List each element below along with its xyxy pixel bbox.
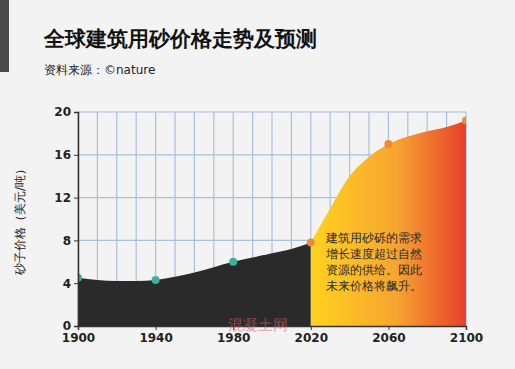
annotation-line: 建筑用砂砾的需求 [325, 231, 422, 245]
area [311, 121, 466, 326]
x-tick-mark [388, 326, 389, 330]
x-tick-mark [311, 326, 312, 330]
decor-strip [0, 0, 9, 72]
y-tick-label: 12 [54, 191, 71, 205]
chart: 全球建筑用砂价格走势及预测资料来源：©nature190019401980202… [0, 0, 515, 369]
plot-area [78, 117, 466, 326]
y-tick-mark [74, 240, 78, 241]
y-axis: 0 4 8 12 16 20 [54, 105, 78, 333]
annotation-line: 增长速度超过自然 [325, 247, 422, 261]
y-tick-mark [74, 155, 78, 156]
annotation-line: 未来价格将飙升。 [326, 279, 422, 293]
y-tick-label: 16 [54, 148, 71, 162]
x-tick: 1940 [139, 326, 172, 345]
y-tick: 8 [63, 234, 78, 248]
grid [78, 112, 466, 326]
y-tick: 4 [63, 277, 78, 291]
x-tick-label: 2100 [450, 331, 483, 345]
x-tick: 2100 [450, 326, 483, 345]
marker [307, 239, 315, 247]
subtitle: 资料来源：©nature [44, 63, 155, 77]
area [78, 243, 311, 326]
x-tick-mark [156, 326, 157, 330]
y-tick-mark [74, 283, 78, 284]
y-tick-mark [74, 198, 78, 199]
x-tick-label: 2020 [295, 331, 328, 345]
marker [462, 117, 466, 125]
y-tick-label: 8 [63, 234, 71, 248]
y-tick-mark [74, 326, 78, 327]
y-tick: 20 [54, 105, 78, 119]
y-tick: 16 [54, 148, 78, 162]
y-tick-mark [74, 112, 78, 113]
annotation: 建筑用砂砾的需求增长速度超过自然资源的供给。因此未来价格将飙升。 [325, 231, 422, 293]
y-tick: 12 [54, 191, 78, 205]
title: 全球建筑用砂价格走势及预测 [43, 27, 317, 51]
x-tick: 2060 [372, 326, 405, 345]
x-tick-mark [466, 326, 467, 330]
x-tick: 2020 [295, 326, 328, 345]
y-tick-label: 0 [63, 319, 71, 333]
y-tick: 0 [63, 319, 78, 333]
marker [384, 140, 392, 148]
marker [152, 276, 160, 284]
x-tick-label: 2060 [372, 331, 405, 345]
marker [229, 258, 237, 266]
y-axis-title: 砂子价格（美元/吨） [13, 163, 27, 276]
y-tick-label: 20 [54, 105, 71, 119]
annotation-line: 资源的供给。因此 [326, 263, 422, 277]
y-axis-line [74, 113, 79, 327]
watermark: 混凝土网 [228, 316, 288, 334]
y-tick-label: 4 [63, 277, 71, 291]
x-tick-label: 1940 [139, 331, 172, 345]
grid-line-y [78, 111, 466, 112]
